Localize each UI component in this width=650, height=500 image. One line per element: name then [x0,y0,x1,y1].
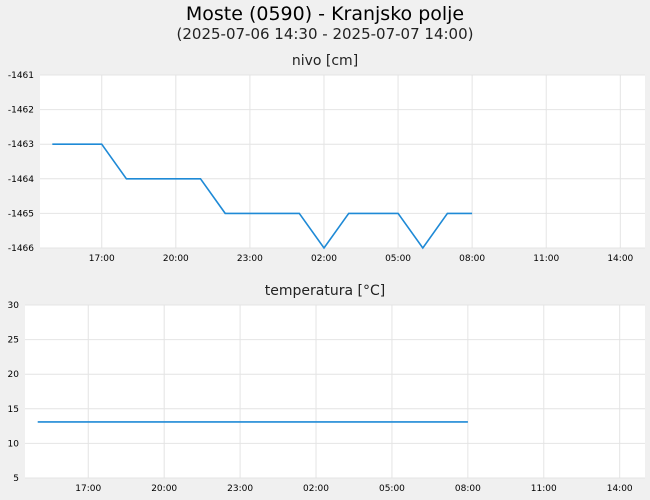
temperatura-x-tick-label: 23:00 [227,484,253,494]
nivo-x-tick-label: 11:00 [533,254,559,264]
nivo-series-line [52,143,473,250]
temperatura-y-tick-label: 10 [8,439,20,449]
temperatura-x-tick-label: 02:00 [303,484,329,494]
nivo-x-tick-label: 14:00 [607,254,633,264]
nivo-panel-title: nivo [cm] [292,53,358,69]
nivo-x-tick-label: 17:00 [89,254,115,264]
temperatura-y-tick-label: 20 [8,370,20,380]
nivo-y-tick-label: -1466 [8,244,34,254]
temperatura-panel-title: temperatura [°C] [265,283,385,299]
nivo-x-tick-label: 20:00 [163,254,189,264]
temperatura-y-tick-label: 30 [8,301,20,311]
temperatura-panel: 30 25 20 15 10 5 17:00 20:00 23:00 02:00 05:00 08:0… [8,283,645,494]
nivo-x-tick-label: 08:00 [459,254,485,264]
temperatura-x-tick-label: 05:00 [379,484,405,494]
temperatura-x-tick-label: 14:00 [607,484,633,494]
nivo-x-tick-label: 02:00 [311,254,337,264]
nivo-panel: -1461 -1462 -1463 -1464 -1465 -1466 17:00 20:00… [8,53,645,264]
temperatura-x-tick-label: 17:00 [75,484,101,494]
nivo-y-tick-label: -1465 [8,209,34,219]
nivo-plot-area [40,75,645,248]
temperatura-y-tick-label: 15 [8,405,19,415]
temperatura-x-tick-label: 20:00 [151,484,177,494]
temperatura-x-tick-label: 08:00 [455,484,481,494]
chart-subtitle: (2025-07-06 14:30 - 2025-07-07 14:00) [176,25,474,43]
nivo-x-tick-label: 23:00 [237,254,263,264]
temperatura-plot-area [25,305,645,478]
nivo-x-tick-label: 05:00 [385,254,411,264]
chart-title: Moste (0590) - Kranjsko polje [185,3,465,25]
nivo-y-tick-label: -1461 [8,71,34,81]
temperatura-y-tick-label: 25 [8,336,19,346]
nivo-y-tick-label: -1464 [8,175,34,185]
nivo-y-tick-label: -1463 [8,140,34,150]
nivo-y-tick-label: -1462 [8,106,34,116]
temperatura-x-tick-label: 11:00 [531,484,557,494]
temperatura-y-tick-label: 5 [13,474,19,484]
